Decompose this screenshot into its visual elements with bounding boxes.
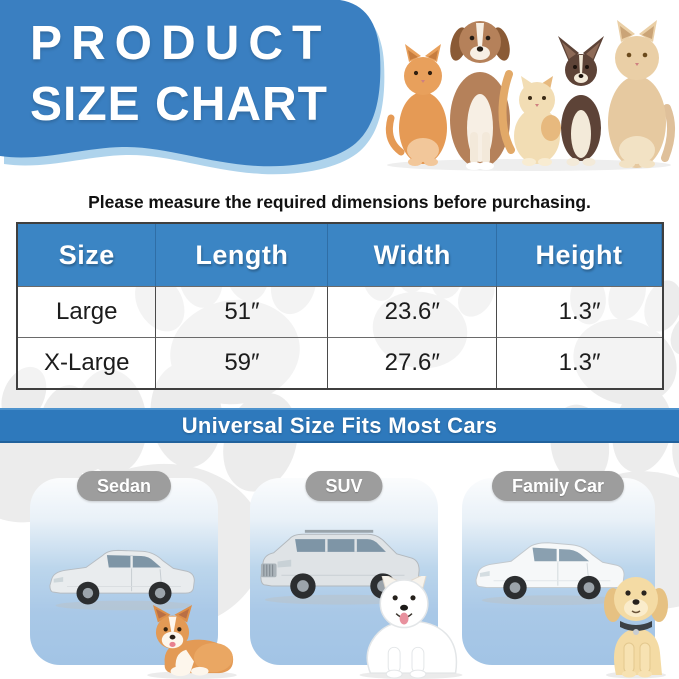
family-car-label: Family Car [491,471,625,501]
title-line-2: SIZE CHART [30,78,328,131]
cell-width: 23.6″ [328,286,498,337]
suv-label: SUV [305,471,383,501]
cell-width: 27.6″ [328,337,498,388]
cell-size: Large [18,286,157,337]
sedan-label: Sedan [76,471,172,501]
cell-height: 1.3″ [497,337,662,388]
header-size: Size [18,224,157,286]
header-length: Length [156,224,329,286]
size-table-header-row: Size Length Width Height [18,224,662,286]
pets-illustration [385,20,675,171]
size-table: Size Length Width Height Large 51″ 23.6″… [16,222,664,390]
sedan-car-icon [49,549,195,611]
cell-length: 59″ [156,337,329,388]
corgi-dog-icon [147,604,237,679]
banner-label: Universal Size Fits Most Cars [181,412,498,438]
brown-white-dog-icon [450,21,510,170]
cell-height: 1.3″ [497,286,662,337]
header-width: Width [328,224,498,286]
measure-notice: Please measure the required dimensions b… [88,192,591,212]
page-title: PRODUCT SIZE CHART [30,14,330,136]
cream-cat-icon [498,70,561,166]
cell-size: X-Large [18,337,157,388]
orange-tabby-cat-icon [385,44,447,166]
family-car-icon [475,542,625,606]
chihuahua-icon [558,36,604,166]
golden-puppy-icon [604,577,668,679]
large-cream-cat-icon [608,20,675,168]
universal-size-banner: Universal Size Fits Most Cars [0,408,679,443]
header-blob [0,0,385,175]
table-row-xlarge: X-Large 59″ 27.6″ 1.3″ [18,337,662,388]
samoyed-dog-icon [359,576,463,679]
header-height: Height [497,224,662,286]
cell-length: 51″ [156,286,329,337]
title-line-1: PRODUCT [30,17,331,70]
table-row-large: Large 51″ 23.6″ 1.3″ [18,286,662,337]
